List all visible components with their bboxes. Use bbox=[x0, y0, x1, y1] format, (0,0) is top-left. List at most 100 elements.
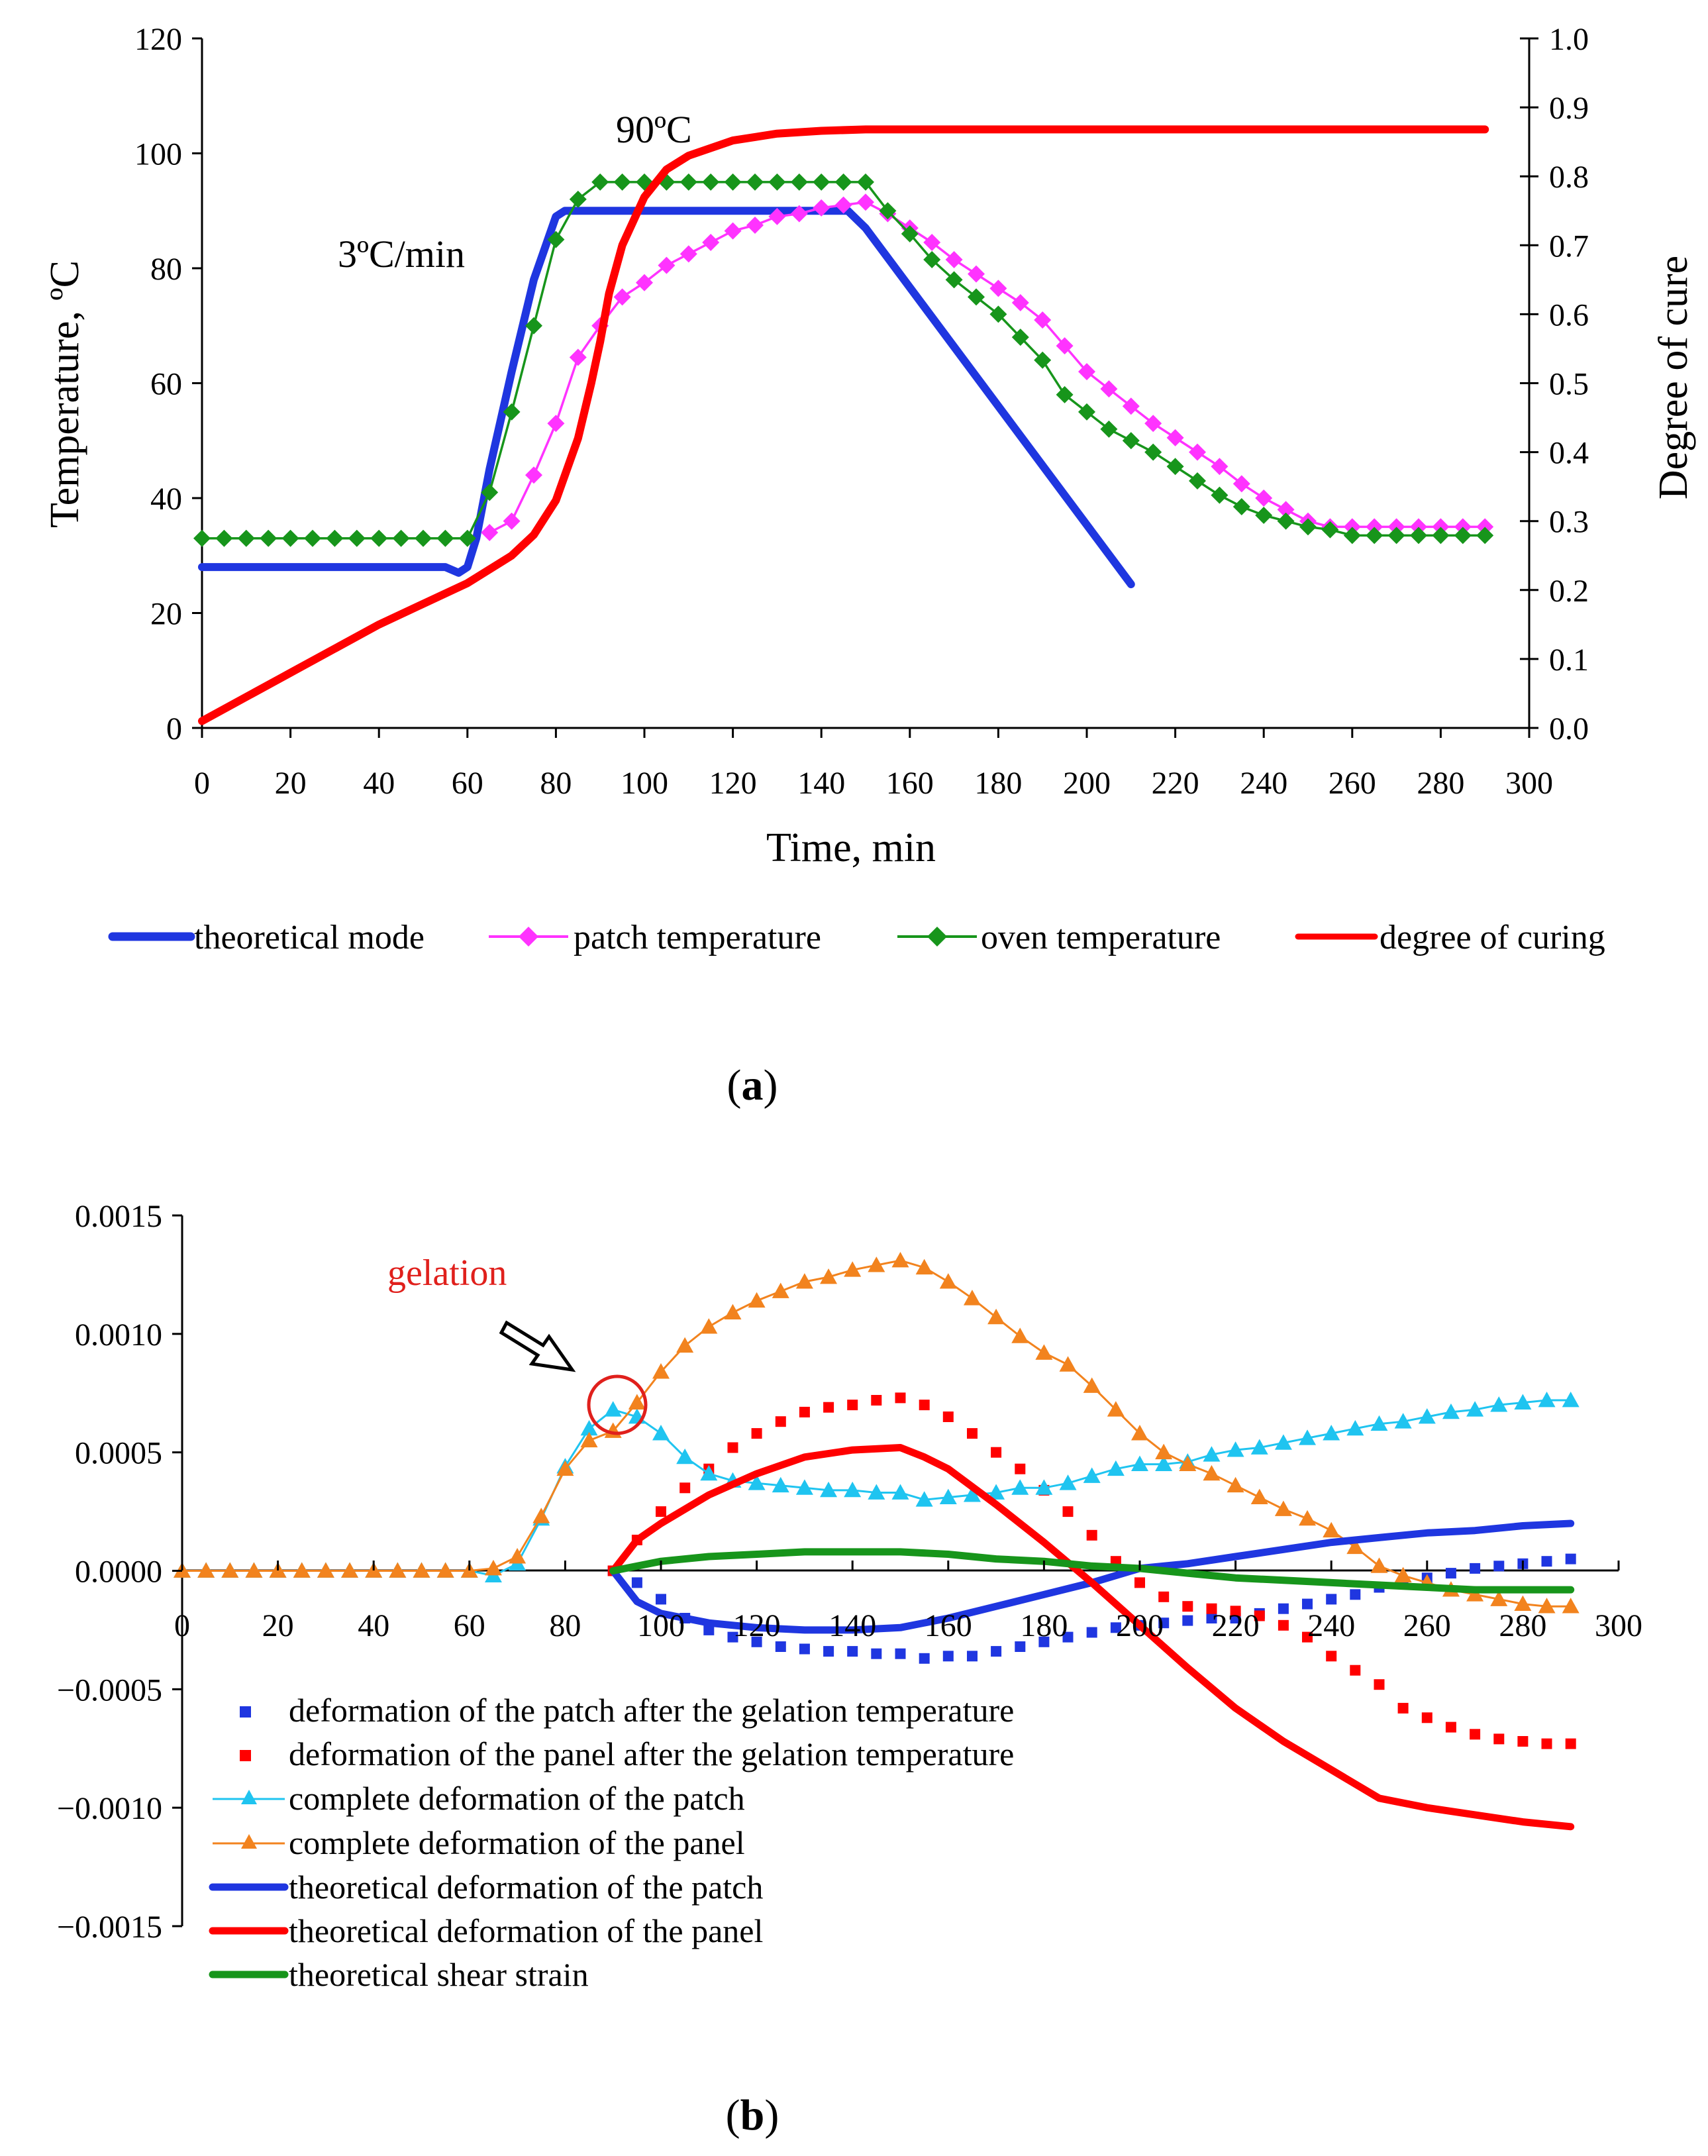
point-deformation-of-the-panel-after-the-gelation-temperature bbox=[775, 1416, 786, 1427]
point-complete-deformation-of-the-patch bbox=[1274, 1434, 1292, 1450]
y-tick-label: 0.0015 bbox=[75, 1199, 162, 1234]
x-tick-label: 300 bbox=[1595, 1608, 1642, 1643]
point-patch-temperature bbox=[569, 348, 587, 366]
point-complete-deformation-of-the-panel bbox=[1203, 1464, 1221, 1481]
point-deformation-of-the-panel-after-the-gelation-temperature bbox=[751, 1428, 762, 1439]
point-deformation-of-the-panel-after-the-gelation-temperature bbox=[871, 1395, 882, 1406]
point-complete-deformation-of-the-panel bbox=[1227, 1476, 1244, 1493]
point-complete-deformation-of-the-panel bbox=[724, 1304, 742, 1320]
point-complete-deformation-of-the-panel bbox=[795, 1273, 813, 1289]
point-deformation-of-the-patch-after-the-gelation-temperature bbox=[1541, 1556, 1552, 1567]
point-oven-temperature bbox=[260, 529, 277, 547]
point-oven-temperature bbox=[1476, 527, 1494, 544]
point-oven-temperature bbox=[1232, 498, 1250, 516]
point-deformation-of-the-patch-after-the-gelation-temperature bbox=[1182, 1615, 1193, 1626]
point-oven-temperature bbox=[525, 317, 542, 334]
point-oven-temperature bbox=[193, 529, 211, 547]
point-oven-temperature bbox=[281, 529, 299, 547]
x-tick-label: 120 bbox=[733, 1608, 781, 1643]
chart-a-series bbox=[193, 125, 1494, 725]
point-complete-deformation-of-the-patch bbox=[1155, 1455, 1173, 1471]
x-tick-label: 120 bbox=[709, 766, 757, 801]
point-deformation-of-the-patch-after-the-gelation-temperature bbox=[967, 1651, 978, 1662]
point-deformation-of-the-patch-after-the-gelation-temperature bbox=[1038, 1636, 1050, 1647]
point-deformation-of-the-panel-after-the-gelation-temperature bbox=[727, 1442, 738, 1453]
legend-label-theoretical-panel: theoretical deformation of the panel bbox=[289, 1912, 763, 1949]
point-complete-deformation-of-the-patch bbox=[1490, 1396, 1508, 1412]
point-patch-temperature bbox=[1100, 380, 1118, 398]
legend-item-theoretical-mode: theoretical mode bbox=[108, 919, 425, 956]
point-complete-deformation-of-the-patch bbox=[1562, 1391, 1580, 1408]
legend-label-complete-panel: complete deformation of the panel bbox=[289, 1824, 745, 1861]
point-deformation-of-the-patch-after-the-gelation-temperature bbox=[823, 1646, 834, 1657]
point-oven-temperature bbox=[1321, 521, 1339, 539]
point-patch-temperature bbox=[989, 280, 1007, 297]
point-complete-deformation-of-the-panel bbox=[987, 1308, 1005, 1325]
legend-item-oven-temperature: oven temperature bbox=[897, 919, 1221, 956]
point-oven-temperature bbox=[1255, 507, 1273, 525]
point-complete-deformation-of-the-panel bbox=[293, 1562, 311, 1578]
point-patch-temperature bbox=[923, 233, 941, 251]
point-deformation-of-the-panel-after-the-gelation-temperature bbox=[847, 1400, 858, 1411]
point-oven-temperature bbox=[901, 225, 919, 242]
x-tick-label: 0 bbox=[194, 766, 210, 801]
x-tick-label: 60 bbox=[454, 1608, 485, 1643]
point-oven-temperature bbox=[989, 305, 1007, 323]
point-oven-temperature bbox=[1432, 527, 1450, 544]
point-complete-deformation-of-the-patch bbox=[1346, 1419, 1364, 1436]
point-complete-deformation-of-the-patch bbox=[963, 1486, 981, 1502]
point-oven-temperature bbox=[1034, 351, 1052, 369]
point-complete-deformation-of-the-panel bbox=[628, 1394, 646, 1410]
point-patch-temperature bbox=[613, 288, 631, 306]
y-right-tick-label: 0.5 bbox=[1549, 367, 1589, 402]
x-tick-label: 240 bbox=[1240, 766, 1287, 801]
point-oven-temperature bbox=[1277, 512, 1295, 530]
legend-marker-complete-panel bbox=[241, 1834, 257, 1849]
y-tick-label: 100 bbox=[134, 137, 182, 172]
point-deformation-of-the-panel-after-the-gelation-temperature bbox=[823, 1402, 834, 1413]
chart-a-ticks: 0 20 40 60 80 100 120 140 160 180 200 220 240 260 280 3… bbox=[134, 22, 1589, 801]
point-oven-temperature bbox=[591, 173, 609, 191]
gelation-arrow-icon bbox=[499, 1320, 576, 1372]
point-deformation-of-the-panel-after-the-gelation-temperature bbox=[1517, 1736, 1529, 1747]
point-oven-temperature bbox=[326, 529, 344, 547]
chart-a-panel-label: (a) bbox=[727, 1061, 778, 1109]
point-oven-temperature bbox=[813, 173, 830, 191]
x-tick-label: 240 bbox=[1307, 1608, 1355, 1643]
point-complete-deformation-of-the-panel bbox=[1250, 1488, 1268, 1505]
point-patch-temperature bbox=[1144, 415, 1162, 433]
x-tick-label: 220 bbox=[1152, 766, 1199, 801]
legend-item-theoretical-panel: theoretical deformation of the panel bbox=[209, 1912, 763, 1949]
chart-b: 0 20 40 60 80 100 120 140 160 180 200 220 240 260 280 3… bbox=[57, 1199, 1642, 2139]
point-complete-deformation-of-the-patch bbox=[820, 1481, 838, 1498]
point-oven-temperature bbox=[304, 529, 321, 547]
point-complete-deformation-of-the-patch bbox=[795, 1479, 813, 1495]
point-oven-temperature bbox=[834, 173, 852, 191]
point-deformation-of-the-patch-after-the-gelation-temperature bbox=[1302, 1598, 1313, 1610]
point-complete-deformation-of-the-patch bbox=[604, 1401, 622, 1417]
point-patch-temperature bbox=[1454, 518, 1472, 536]
point-complete-deformation-of-the-panel bbox=[1514, 1595, 1532, 1611]
y-tick-label: 120 bbox=[134, 22, 182, 57]
legend-label-theoretical-mode: theoretical mode bbox=[194, 919, 425, 956]
point-oven-temperature bbox=[237, 529, 255, 547]
x-tick-label: 200 bbox=[1063, 766, 1111, 801]
chart-a-y-axis-label-left: Temperature, ºC bbox=[42, 260, 87, 528]
x-tick-label: 80 bbox=[549, 1608, 581, 1643]
point-patch-temperature bbox=[1366, 518, 1383, 536]
chart-a-legend: theoretical mode patch temperature oven … bbox=[108, 919, 1605, 956]
point-complete-deformation-of-the-panel bbox=[221, 1562, 239, 1578]
point-oven-temperature bbox=[458, 529, 476, 547]
y-tick-label: 40 bbox=[150, 482, 182, 517]
point-deformation-of-the-panel-after-the-gelation-temperature bbox=[1470, 1729, 1481, 1740]
point-patch-temperature bbox=[636, 274, 653, 291]
point-complete-deformation-of-the-panel bbox=[197, 1562, 215, 1578]
y-tick-label: −0.0010 bbox=[57, 1791, 162, 1826]
point-deformation-of-the-patch-after-the-gelation-temperature bbox=[1158, 1617, 1170, 1629]
series-theoretical-deformation-of-the-panel bbox=[609, 1444, 1575, 1831]
point-deformation-of-the-patch-after-the-gelation-temperature bbox=[727, 1631, 738, 1643]
legend-item-patch-after-gelation: deformation of the patch after the gelat… bbox=[240, 1692, 1014, 1729]
x-tick-label: 80 bbox=[540, 766, 572, 801]
point-deformation-of-the-patch-after-the-gelation-temperature bbox=[1086, 1627, 1097, 1638]
point-complete-deformation-of-the-panel bbox=[509, 1548, 527, 1564]
